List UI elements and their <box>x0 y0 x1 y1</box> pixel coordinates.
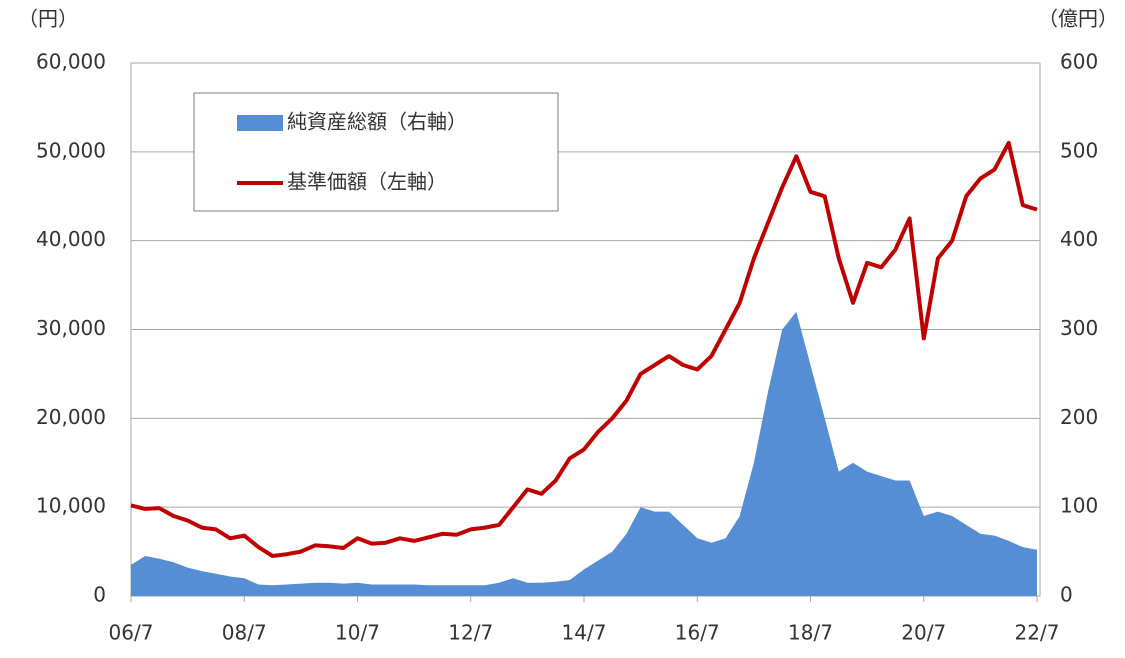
x-tick-label: 14/7 <box>562 621 607 645</box>
y-tick-label: 0 <box>93 583 106 607</box>
y2-tick-label: 0 <box>1060 583 1073 607</box>
x-tick-label: 20/7 <box>901 621 946 645</box>
legend-label: 基準価額（左軸） <box>287 170 447 194</box>
y-tick-label: 30,000 <box>36 316 106 340</box>
y-tick-label: 10,000 <box>36 494 106 518</box>
x-tick-label: 08/7 <box>222 621 267 645</box>
y-tick-label: 40,000 <box>36 227 106 251</box>
legend-swatch <box>237 115 283 131</box>
y-axis-label: （円） <box>18 7 78 31</box>
y2-tick-label: 500 <box>1060 138 1098 162</box>
y2-tick-label: 400 <box>1060 227 1098 251</box>
x-tick-label: 16/7 <box>675 621 720 645</box>
y2-tick-label: 600 <box>1060 50 1098 74</box>
x-tick-label: 06/7 <box>109 621 154 645</box>
y2-tick-label: 300 <box>1060 316 1098 340</box>
y-tick-label: 20,000 <box>36 405 106 429</box>
legend-label: 純資産総額（右軸） <box>287 110 467 134</box>
area <box>131 311 1037 596</box>
line <box>130 140 1038 558</box>
x-tick-label: 22/7 <box>1015 621 1060 645</box>
x-tick-label: 18/7 <box>788 621 833 645</box>
x-tick-label: 12/7 <box>448 621 493 645</box>
y2-tick-label: 100 <box>1060 494 1098 518</box>
y-tick-label: 50,000 <box>36 138 106 162</box>
y2-axis-label: （億円） <box>1038 7 1118 31</box>
y-tick-label: 60,000 <box>36 50 106 74</box>
x-tick-label: 10/7 <box>335 621 380 645</box>
legend-box <box>193 92 559 212</box>
y2-tick-label: 200 <box>1060 405 1098 429</box>
